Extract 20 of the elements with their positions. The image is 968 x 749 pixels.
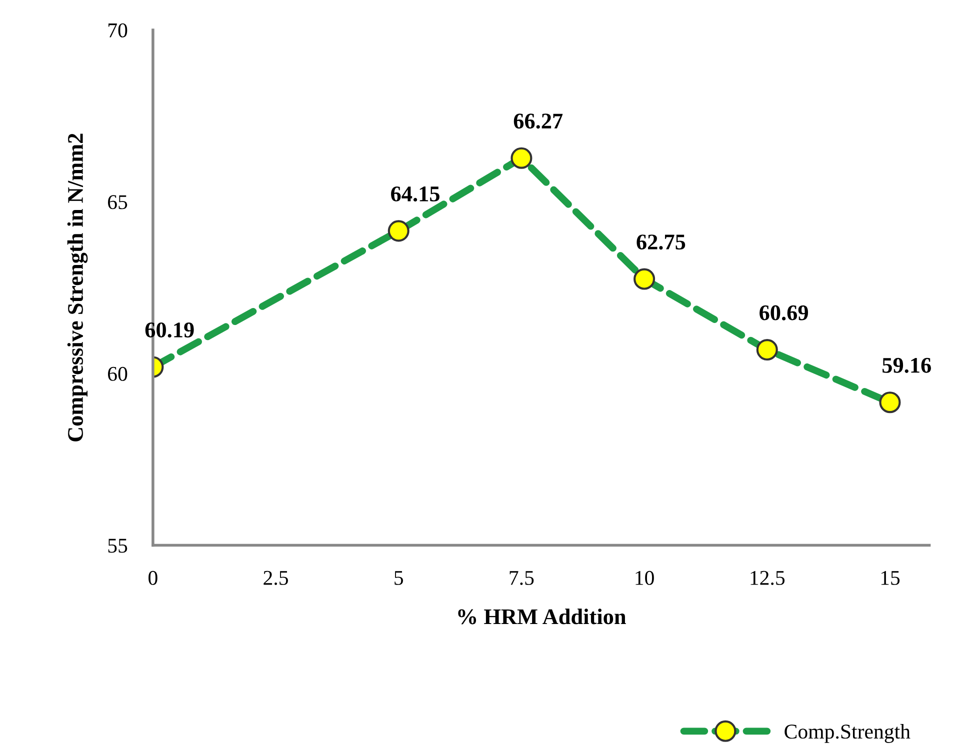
data-label: 64.15 [391, 186, 440, 202]
data-label: 60.19 [145, 322, 194, 338]
x-tick-label: 15 [881, 570, 900, 585]
x-axis-title: % HRM Addition [458, 608, 626, 624]
legend-label: Comp.Strength [784, 724, 910, 743]
x-tick-label: 12.5 [750, 570, 785, 586]
y-tick-label: 55 [108, 538, 128, 553]
data-label: 62.75 [636, 234, 686, 250]
data-label: 60.69 [760, 305, 808, 320]
y-tick-label: 70 [108, 23, 128, 38]
y-axis-title: Compressive Strength in N/mm2 [67, 134, 88, 442]
data-label: 66.27 [514, 114, 563, 129]
y-tick-label: 65 [108, 195, 128, 210]
x-tick-label: 5 [394, 571, 404, 585]
y-tick-label: 60 [108, 366, 128, 381]
x-tick-label: 7.5 [510, 571, 534, 586]
data-label: 59.16 [882, 358, 931, 373]
x-tick-label: 10 [636, 570, 654, 585]
x-tick-label: 0 [148, 570, 158, 585]
x-tick-label: 2.5 [264, 570, 288, 586]
